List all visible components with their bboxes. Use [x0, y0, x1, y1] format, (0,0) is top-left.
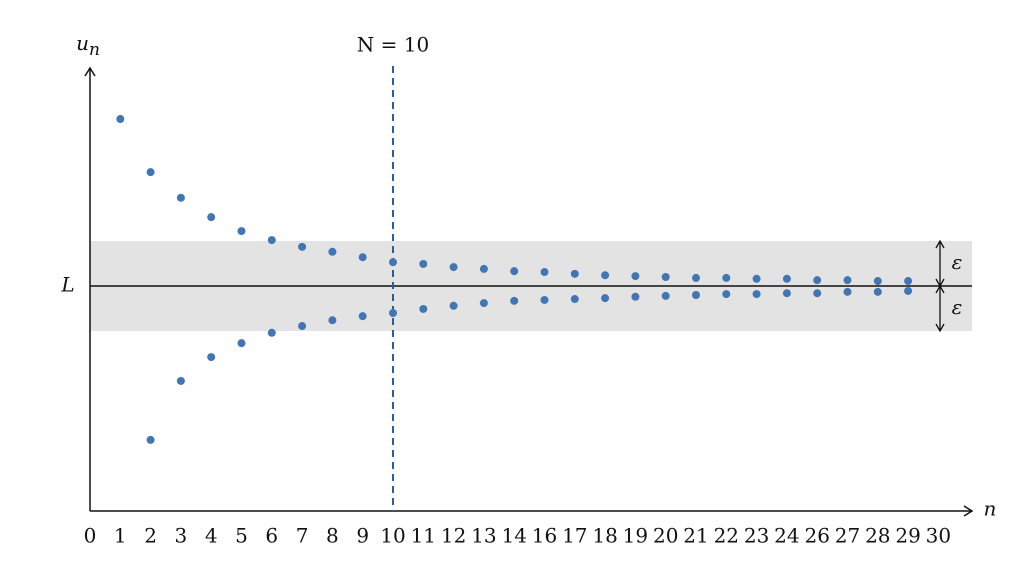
data-point	[207, 213, 216, 222]
epsilon-label: ε	[952, 250, 963, 274]
data-point	[661, 273, 670, 281]
data-point	[601, 271, 610, 280]
data-point	[449, 263, 458, 272]
data-point	[752, 274, 761, 283]
x-tick-label: 17	[562, 524, 587, 548]
reference-label: N = 10	[357, 33, 429, 57]
data-point	[328, 316, 337, 325]
data-point	[358, 253, 367, 262]
x-tick-label: 1	[114, 524, 127, 548]
data-point	[873, 277, 882, 286]
x-tick-label: 11	[411, 524, 436, 548]
data-point	[389, 258, 397, 267]
data-point	[510, 296, 519, 305]
data-point	[237, 339, 246, 348]
arrow-head	[935, 284, 945, 333]
data-point	[843, 287, 852, 296]
x-tick-label: 9	[356, 524, 369, 548]
x-tick-label: 27	[835, 524, 860, 548]
x-tick-label: 21	[683, 524, 708, 548]
x-tick-label: 14	[501, 524, 526, 548]
data-point	[873, 287, 882, 296]
data-point	[813, 289, 822, 298]
x-tick-label: 8	[326, 524, 339, 548]
y-axis-arrow	[84, 66, 96, 77]
y-label-sub: n	[89, 40, 100, 60]
x-tick-label: 30	[926, 524, 951, 548]
x-tick-label: 5	[235, 524, 248, 548]
data-point	[570, 295, 579, 304]
y-axis-label: un	[76, 31, 100, 60]
data-point	[510, 267, 519, 276]
x-tick-label: 2	[144, 524, 157, 548]
data-point	[722, 290, 731, 299]
x-axis-arrow	[963, 505, 974, 517]
data-point	[479, 264, 488, 273]
data-point	[449, 301, 458, 310]
data-point	[267, 236, 276, 245]
data-point	[904, 277, 913, 286]
y-tick-label: L	[60, 273, 74, 297]
data-point	[904, 286, 913, 295]
x-tick-label: 6	[265, 524, 278, 548]
data-point	[782, 274, 791, 283]
x-tick-label: 18	[592, 524, 617, 548]
data-point	[328, 247, 337, 256]
data-point	[298, 322, 307, 331]
data-point	[631, 272, 640, 281]
x-tick-label: 28	[865, 524, 890, 548]
x-tick-label: 13	[471, 524, 496, 548]
x-tick-label: 29	[895, 524, 920, 548]
epsilon-label: ε	[952, 295, 963, 319]
data-point	[782, 289, 791, 298]
x-axis-label: n	[984, 497, 997, 521]
x-tick-label: 0	[84, 524, 97, 548]
data-point	[661, 291, 670, 300]
data-point	[146, 435, 155, 444]
data-point	[843, 276, 852, 285]
x-tick-label: 23	[744, 524, 769, 548]
x-tick-label: 24	[774, 524, 799, 548]
data-point	[176, 193, 185, 202]
x-tick-label: 4	[205, 524, 218, 548]
data-point	[813, 276, 822, 285]
x-tick-label: 12	[441, 524, 466, 548]
data-point	[146, 168, 155, 177]
data-point	[631, 292, 640, 301]
data-point	[692, 291, 700, 299]
data-point	[389, 309, 397, 317]
x-tick-label: 26	[804, 524, 829, 548]
data-point	[358, 312, 367, 321]
data-point	[601, 294, 610, 303]
data-point	[116, 115, 125, 124]
data-point	[298, 242, 307, 251]
x-tick-label: 7	[296, 524, 309, 548]
x-tick-label: 3	[175, 524, 188, 548]
x-tick-label: 19	[623, 524, 648, 548]
y-label-base: u	[76, 31, 89, 55]
x-tick-label: 16	[532, 524, 557, 548]
data-point	[722, 273, 731, 282]
data-point	[540, 268, 549, 277]
data-point	[570, 269, 579, 278]
data-point	[692, 273, 700, 282]
data-point	[267, 328, 276, 337]
data-point	[419, 259, 428, 268]
data-point	[176, 376, 185, 385]
x-tick-label: 10	[380, 524, 405, 548]
data-point	[479, 299, 488, 308]
data-point	[207, 353, 216, 362]
data-point	[237, 227, 246, 236]
data-point	[752, 290, 761, 299]
x-tick-label: 20	[653, 524, 678, 548]
data-point	[419, 304, 428, 313]
x-tick-label: 22	[714, 524, 739, 548]
data-point	[540, 295, 549, 304]
